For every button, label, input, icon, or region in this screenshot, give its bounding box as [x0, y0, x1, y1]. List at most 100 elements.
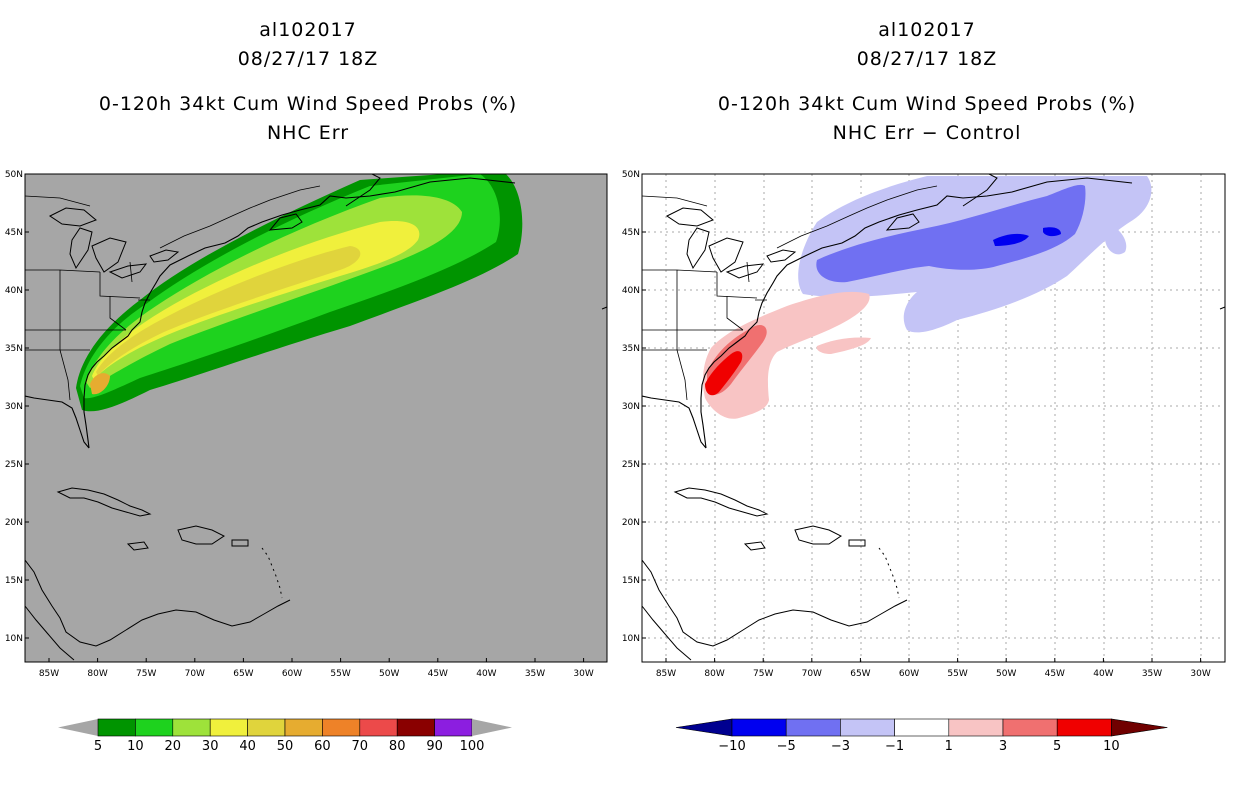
- lon-label: 85W: [39, 669, 59, 679]
- lon-label: 55W: [330, 669, 350, 679]
- diff-pos-light: [703, 291, 870, 419]
- left-storm-id: al102017: [259, 19, 357, 41]
- colorbar-right-swatch: [1056, 718, 1112, 737]
- lon-label: 65W: [850, 669, 870, 679]
- right-colorbar: −10 −5 −3 −1 1 3 5 10: [675, 718, 1168, 754]
- lat-label: 25N: [5, 460, 23, 470]
- lat-label: 30N: [622, 402, 640, 412]
- lon-label: 30W: [573, 669, 593, 679]
- colorbar-left-label: 10: [127, 739, 144, 754]
- lon-label: 75W: [753, 669, 773, 679]
- colorbar-right-swatch: [948, 718, 1004, 737]
- diff-neg-dark-2: [1043, 227, 1061, 237]
- colorbar-right-label: 3: [999, 739, 1007, 754]
- colorbar-right-label: −1: [885, 739, 904, 754]
- diff-pos-strong: [705, 351, 743, 396]
- colorbar-left-label: 60: [314, 739, 331, 754]
- right-subtitle: NHC Err − Control: [832, 122, 1022, 144]
- left-probability-field: [76, 174, 523, 412]
- lon-label: 60W: [899, 669, 919, 679]
- colorbar-right-high-arrow: [1111, 718, 1168, 737]
- colorbar-left-swatch: [97, 718, 136, 737]
- lat-label: 30N: [5, 402, 23, 412]
- colorbar-left-label: 5: [94, 739, 102, 754]
- lon-label: 70W: [802, 669, 822, 679]
- colorbar-left-swatch: [284, 718, 323, 737]
- right-title-block: al102017 08/27/17 18Z 0-120h 34kt Cum Wi…: [627, 16, 1227, 148]
- colorbar-left-label: 70: [352, 739, 369, 754]
- left-subtitle: NHC Err: [266, 122, 350, 144]
- diff-pos-light-2: [816, 337, 871, 354]
- colorbar-left-swatch: [359, 718, 398, 737]
- lat-label: 45N: [622, 228, 640, 238]
- lat-label: 45N: [5, 228, 23, 238]
- right-lon-axis: 85W 80W 75W 70W 65W 60W 55W 50W 45W 40W 35W 30W: [656, 658, 1211, 679]
- lon-label: 70W: [185, 669, 205, 679]
- colorbar-right-low-arrow: [675, 718, 733, 737]
- colorbar-right-label: −5: [777, 739, 796, 754]
- left-colorbar: 5 10 20 30 40 50 60 70 80 90 100: [58, 718, 512, 754]
- lat-label: 15N: [622, 576, 640, 586]
- right-map: 50N 45N 40N 35N 30N 25N 20N 15N 10N 85W 80W 75W 70W…: [622, 170, 1226, 679]
- prob-50-contour: [90, 373, 110, 395]
- lon-label: 80W: [87, 669, 107, 679]
- colorbar-right-label: −3: [831, 739, 850, 754]
- lon-label: 65W: [233, 669, 253, 679]
- left-product: 0-120h 34kt Cum Wind Speed Probs (%): [98, 93, 518, 115]
- lat-label: 20N: [622, 518, 640, 528]
- lat-label: 40N: [622, 286, 640, 296]
- lon-label: 50W: [996, 669, 1016, 679]
- left-datetime: 08/27/17 18Z: [237, 48, 379, 70]
- colorbar-left-label: 100: [460, 739, 485, 754]
- colorbar-left-swatch: [322, 718, 361, 737]
- colorbar-left-label: 20: [165, 739, 182, 754]
- lon-label: 75W: [136, 669, 156, 679]
- colorbar-right-label: 10: [1103, 739, 1120, 754]
- lat-label: 20N: [5, 518, 23, 528]
- colorbar-left-label: 80: [389, 739, 406, 754]
- colorbar-left-label: 30: [202, 739, 219, 754]
- lat-label: 40N: [5, 286, 23, 296]
- lat-label: 10N: [5, 634, 23, 644]
- lon-label: 55W: [947, 669, 967, 679]
- right-map-island-mark: [1219, 306, 1226, 310]
- diff-neg-medium: [816, 184, 1086, 283]
- right-datetime: 08/27/17 18Z: [856, 48, 998, 70]
- lat-label: 35N: [622, 344, 640, 354]
- colorbar-left-high-arrow: [472, 719, 512, 736]
- right-storm-id: al102017: [878, 19, 976, 41]
- colorbar-right-swatch: [840, 718, 895, 737]
- colorbar-right-label: 1: [945, 739, 953, 754]
- lon-label: 85W: [656, 669, 676, 679]
- left-title-block: al102017 08/27/17 18Z 0-120h 34kt Cum Wi…: [8, 16, 608, 148]
- colorbar-right-swatch: [785, 718, 841, 737]
- lon-label: 45W: [428, 669, 448, 679]
- lon-label: 60W: [282, 669, 302, 679]
- lon-label: 40W: [1093, 669, 1113, 679]
- prob-40-contour: [96, 246, 361, 376]
- lon-label: 35W: [525, 669, 545, 679]
- lon-label: 80W: [704, 669, 724, 679]
- colorbar-left-label: 50: [277, 739, 294, 754]
- left-lat-axis: 50N 45N 40N 35N 30N 25N 20N 15N 10N: [5, 170, 29, 644]
- left-lon-axis: 85W 80W 75W 70W 65W 60W 55W 50W 45W 40W 35W 30W: [39, 658, 594, 679]
- right-difference-field: [642, 174, 1224, 662]
- colorbar-left-low-arrow: [58, 719, 98, 736]
- right-product: 0-120h 34kt Cum Wind Speed Probs (%): [717, 93, 1137, 115]
- colorbar-right-swatch: [731, 718, 787, 737]
- colorbar-right-swatch: [894, 718, 950, 737]
- left-map: 50N 45N 40N 35N 30N 25N 20N 15N 10N 85W 80W 75W 70W…: [5, 170, 608, 679]
- lon-label: 45W: [1045, 669, 1065, 679]
- lat-label: 50N: [5, 170, 23, 180]
- lat-label: 35N: [5, 344, 23, 354]
- colorbar-right-swatch: [1002, 718, 1058, 737]
- colorbar-left-label: 90: [426, 739, 443, 754]
- colorbar-left-swatch: [209, 718, 248, 737]
- lat-label: 50N: [622, 170, 640, 180]
- colorbar-right-label: 5: [1053, 739, 1061, 754]
- diff-neg-dark: [993, 233, 1029, 246]
- colorbar-right-label: −10: [718, 739, 745, 754]
- colorbar-left-swatch: [247, 718, 286, 737]
- colorbar-left-swatch: [434, 718, 473, 737]
- colorbar-left-swatch: [135, 718, 174, 737]
